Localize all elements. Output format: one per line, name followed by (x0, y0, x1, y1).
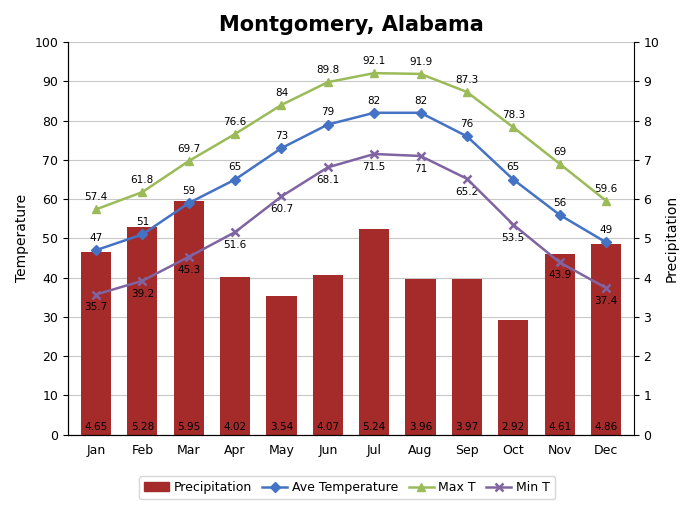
Bar (498, 320, 528, 435)
Text: 51.6: 51.6 (223, 240, 246, 250)
Text: 82: 82 (414, 96, 428, 106)
Text: 57.4: 57.4 (85, 193, 108, 202)
Legend: Precipitation, Ave Temperature, Max T, Min T: Precipitation, Ave Temperature, Max T, M… (139, 476, 555, 499)
Text: 92.1: 92.1 (362, 56, 386, 66)
Text: 91.9: 91.9 (409, 57, 432, 67)
Bar (591, 244, 621, 435)
Text: 4.07: 4.07 (316, 422, 339, 432)
Y-axis label: Precipitation: Precipitation (665, 195, 679, 282)
Bar (313, 275, 343, 435)
Text: 3.54: 3.54 (270, 422, 293, 432)
Bar (127, 228, 158, 435)
Y-axis label: Temperature: Temperature (15, 195, 29, 282)
Text: 60.7: 60.7 (270, 204, 293, 214)
Text: 79: 79 (321, 108, 335, 117)
Text: 53.5: 53.5 (502, 233, 525, 242)
Text: 4.61: 4.61 (548, 422, 571, 432)
Text: 84: 84 (275, 88, 288, 98)
Text: 76: 76 (460, 119, 473, 129)
Text: 78.3: 78.3 (502, 110, 525, 120)
Text: 71.5: 71.5 (362, 162, 386, 172)
Text: 35.7: 35.7 (85, 302, 108, 312)
Bar (220, 277, 250, 435)
Text: 5.95: 5.95 (177, 422, 201, 432)
Text: 5.28: 5.28 (130, 422, 154, 432)
Bar (405, 279, 436, 435)
Title: Montgomery, Alabama: Montgomery, Alabama (219, 15, 484, 35)
Text: 56: 56 (553, 198, 566, 208)
Bar (174, 201, 204, 435)
Bar (81, 252, 111, 435)
Text: 76.6: 76.6 (223, 117, 246, 127)
Text: 87.3: 87.3 (455, 75, 479, 85)
Text: 71: 71 (414, 164, 428, 174)
Text: 2.92: 2.92 (502, 422, 525, 432)
Text: 89.8: 89.8 (316, 65, 339, 75)
Text: 4.86: 4.86 (594, 422, 618, 432)
Text: 5.24: 5.24 (362, 422, 386, 432)
Bar (545, 253, 575, 435)
Text: 4.02: 4.02 (223, 422, 246, 432)
Text: 4.65: 4.65 (85, 422, 108, 432)
Text: 51: 51 (136, 217, 149, 228)
Text: 68.1: 68.1 (316, 175, 339, 185)
Text: 3.96: 3.96 (409, 422, 432, 432)
Text: 65: 65 (228, 163, 242, 172)
Bar (359, 229, 389, 435)
Text: 45.3: 45.3 (177, 265, 201, 275)
Text: 3.97: 3.97 (455, 422, 479, 432)
Bar (266, 296, 296, 435)
Text: 73: 73 (275, 131, 288, 141)
Text: 82: 82 (368, 96, 381, 106)
Text: 65: 65 (507, 163, 520, 172)
Text: 49: 49 (600, 225, 613, 235)
Text: 59: 59 (182, 186, 195, 196)
Text: 69: 69 (553, 147, 566, 157)
Text: 69.7: 69.7 (177, 144, 201, 154)
Text: 59.6: 59.6 (594, 184, 618, 194)
Text: 65.2: 65.2 (455, 186, 479, 197)
Text: 39.2: 39.2 (130, 289, 154, 299)
Text: 43.9: 43.9 (548, 270, 571, 280)
Text: 47: 47 (90, 233, 103, 243)
Text: 37.4: 37.4 (594, 296, 618, 306)
Text: 61.8: 61.8 (130, 175, 154, 185)
Bar (452, 279, 482, 435)
